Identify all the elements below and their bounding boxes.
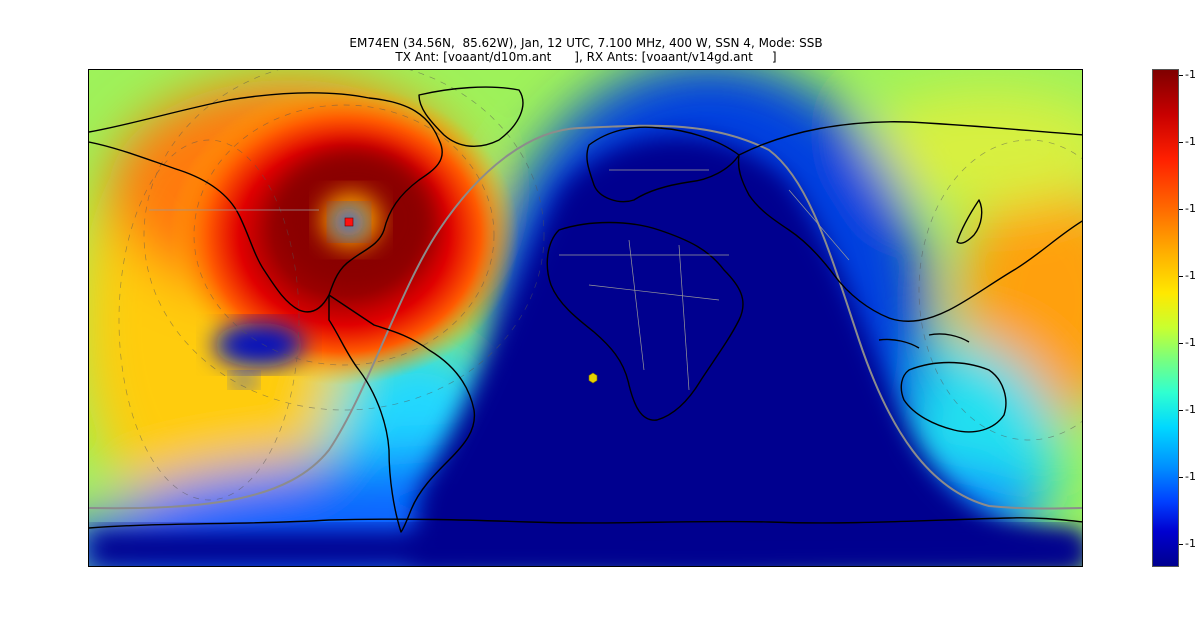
colorbar-tick: -1 bbox=[1179, 203, 1200, 215]
plot-title-line-1: EM74EN (34.56N, 85.62W), Jan, 12 UTC, 7.… bbox=[349, 36, 823, 50]
colorbar-tick: -1 bbox=[1179, 337, 1200, 349]
plot-title: EM74EN (34.56N, 85.62W), Jan, 12 UTC, 7.… bbox=[88, 36, 1084, 64]
plot-title-line-2: TX Ant: [voaant/d10m.ant ], RX Ants: [vo… bbox=[395, 50, 777, 64]
colorbar-tick: -1 bbox=[1179, 270, 1200, 282]
terminator-line bbox=[89, 124, 1082, 510]
colorbar-tick: -1 bbox=[1179, 471, 1200, 483]
coverage-map-svg bbox=[89, 70, 1082, 566]
colorbar-tick: -1 bbox=[1179, 69, 1200, 81]
colorbar bbox=[1152, 69, 1179, 567]
coastlines bbox=[89, 86, 1082, 533]
rx-site-marker bbox=[588, 372, 598, 384]
coverage-field bbox=[89, 70, 1082, 566]
tx-site-marker bbox=[344, 217, 354, 227]
colorbar-tick: -1 bbox=[1179, 136, 1200, 148]
colorbar-tick: -1 bbox=[1179, 404, 1200, 416]
coverage-map bbox=[88, 69, 1083, 567]
contour-lines bbox=[118, 70, 1082, 501]
colorbar-tick: -1 bbox=[1179, 538, 1200, 550]
country-borders bbox=[149, 169, 850, 391]
